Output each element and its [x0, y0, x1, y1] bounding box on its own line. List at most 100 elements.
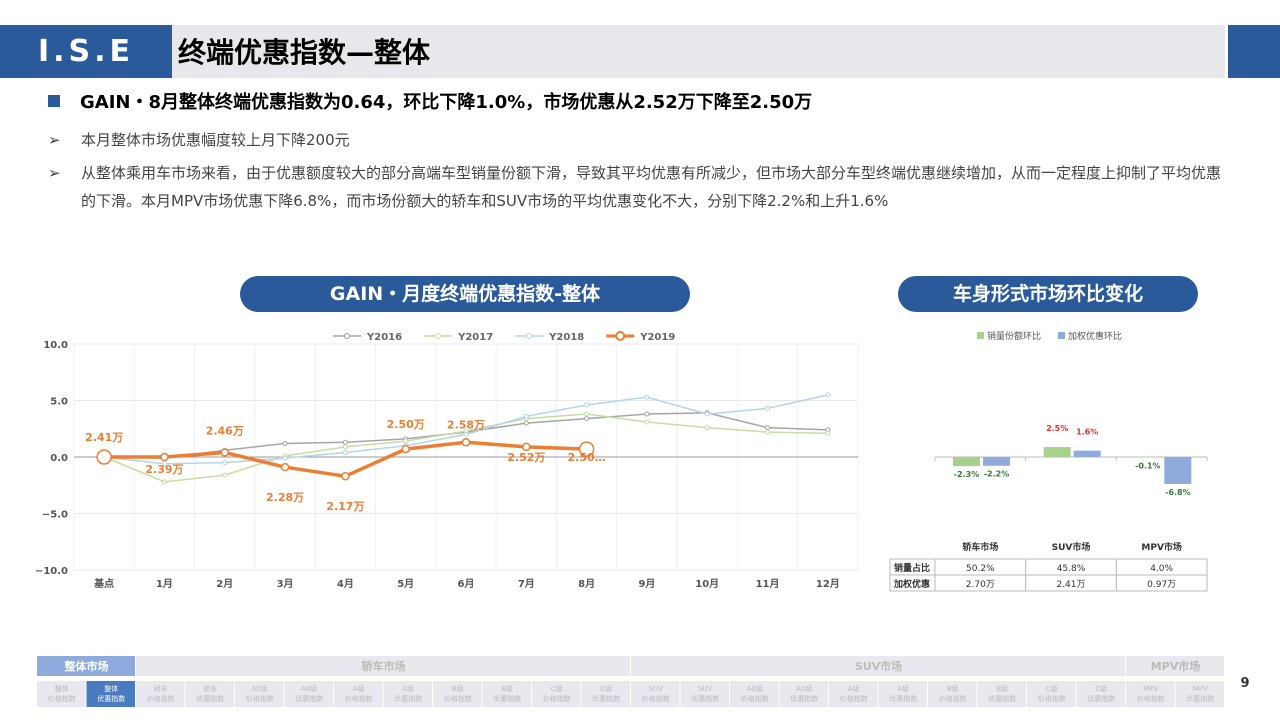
nav-tab[interactable] [928, 681, 977, 707]
headline: GAIN・8月整体终端优惠指数为0.64，环比下降1.0%，市场优惠从2.52万… [48, 90, 812, 116]
legend-marker [526, 333, 533, 339]
point [523, 420, 529, 426]
point [342, 439, 348, 445]
point-label: 2.58万 [447, 418, 485, 431]
nav-tab-index: 价格指数 [444, 694, 472, 703]
point-label: 2.50… [568, 451, 606, 464]
nav-tab-segment: A0级 [796, 684, 812, 693]
corner-box [1228, 25, 1280, 78]
nav-tab-index: 优惠指数 [493, 694, 521, 703]
nav-tab[interactable] [977, 681, 1027, 707]
x-tick-label: 10月 [695, 578, 719, 590]
chart-title-pill [898, 276, 1198, 312]
nav-tab-index: 价格指数 [1137, 694, 1165, 703]
x-tick-label: 4月 [337, 578, 354, 590]
nav-tab[interactable] [1076, 681, 1126, 707]
nav-tab[interactable] [334, 681, 383, 707]
nav-tab-segment: A级 [402, 684, 414, 693]
slide-title: 终端优惠指数—整体 [178, 36, 431, 69]
nav-tab-index: 价格指数 [246, 694, 274, 703]
nav-tab[interactable] [829, 681, 878, 707]
nav-tab[interactable] [136, 681, 185, 707]
nav-tab-index: 优惠指数 [889, 694, 917, 703]
nav-tab[interactable] [680, 681, 730, 707]
x-tick-label: 12月 [816, 578, 840, 590]
nav-group[interactable] [37, 656, 135, 676]
cell-text: 50.2% [966, 564, 995, 574]
nav-tab-segment: A0级 [252, 684, 268, 693]
nav-tab-segment: A级 [353, 684, 365, 693]
nav-tab[interactable] [878, 681, 928, 707]
nav-tab[interactable] [383, 681, 433, 707]
point [342, 444, 348, 450]
point [342, 449, 348, 455]
nav-tab-index: 优惠指数 [988, 694, 1016, 703]
x-tick-label: 3月 [277, 578, 294, 590]
point-label: 2.41万 [85, 431, 123, 444]
point-label: 2.17万 [326, 500, 364, 513]
table-header: MPV市场 [1141, 541, 1182, 553]
nav-tab-segment: C级 [551, 684, 563, 693]
x-tick-label: 11月 [756, 578, 780, 590]
point-label: 2.28万 [266, 491, 304, 504]
point [220, 448, 230, 457]
y-tick-label: 0.0 [50, 453, 68, 464]
chart-title-pill [240, 276, 690, 312]
point [765, 425, 771, 431]
y-tick-label: −10.0 [35, 566, 68, 577]
nav-tab-index: 优惠指数 [790, 694, 818, 703]
point [282, 440, 288, 446]
nav-group[interactable] [631, 656, 1125, 676]
bullet: ➢ 从整体乘用车市场来看，由于优惠额度较大的部分高端车型销量份额下滑，导致其平均优… [48, 159, 1231, 215]
nav-tab[interactable] [284, 681, 334, 707]
nav-tab-segment: A级 [897, 684, 909, 693]
point [644, 419, 650, 425]
nav-tab[interactable] [433, 681, 482, 707]
nav-tab[interactable] [1175, 681, 1225, 707]
nav-tab-index: 优惠指数 [97, 694, 125, 703]
chart-title: 车身形式市场环比变化 [953, 282, 1143, 305]
point [161, 479, 167, 485]
cell-text: 45.8% [1057, 564, 1086, 574]
chart-title: GAIN・月度终端优惠指数-整体 [330, 282, 601, 305]
nav-tab[interactable] [482, 681, 532, 707]
nav-group[interactable] [136, 656, 630, 676]
nav-tab[interactable] [631, 681, 680, 707]
nav-tab[interactable] [235, 681, 284, 707]
nav-tab[interactable] [185, 681, 235, 707]
legend-marker [615, 331, 626, 341]
legend-swatch [977, 332, 984, 339]
nav-tab[interactable] [730, 681, 779, 707]
nav-tab-segment: B级 [947, 684, 959, 693]
point [523, 413, 529, 419]
headline-text: GAIN・8月整体终端优惠指数为0.64，环比下降1.0%，市场优惠从2.52万… [80, 92, 813, 113]
x-tick-label: 6月 [458, 578, 475, 590]
nav-tab[interactable] [779, 681, 829, 707]
x-tick-label: 1月 [156, 578, 173, 590]
cell-text: 2.70万 [966, 580, 995, 590]
table-header: SUV市场 [1052, 541, 1091, 553]
nav-tab[interactable] [581, 681, 631, 707]
nav-tab[interactable] [532, 681, 581, 707]
nav-group-label: 整体市场 [64, 659, 109, 673]
legend-marker [344, 333, 350, 339]
table-header: 轿车市场 [962, 541, 998, 553]
title-bar [172, 25, 1225, 78]
nav-tab-index: 优惠指数 [592, 694, 620, 703]
nav-tab-segment: 轿车 [154, 684, 168, 693]
row-label: 加权优惠 [893, 578, 930, 590]
legend-marker [435, 333, 442, 339]
nav-tab-index: 优惠指数 [196, 694, 224, 703]
legend-label: Y2018 [548, 332, 584, 343]
logo: I.S.E [0, 25, 172, 78]
nav-tab[interactable] [37, 681, 86, 707]
cell-text: 4.0% [1150, 564, 1173, 574]
nav-group[interactable] [1126, 656, 1224, 676]
nav-tab[interactable] [1027, 681, 1076, 707]
nav-tab-segment: SUV [649, 685, 664, 693]
point [704, 411, 710, 417]
point [578, 441, 595, 457]
nav-tab-index: 价格指数 [48, 694, 76, 703]
nav-tab[interactable] [1126, 681, 1175, 707]
nav-tab[interactable] [86, 681, 136, 707]
